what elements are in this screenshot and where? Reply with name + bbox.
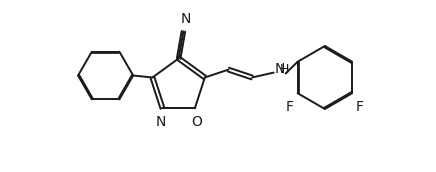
- Text: F: F: [356, 100, 364, 114]
- Text: N: N: [180, 12, 191, 26]
- Text: F: F: [286, 100, 294, 114]
- Text: O: O: [191, 115, 202, 129]
- Text: N: N: [275, 62, 285, 76]
- Text: H: H: [279, 63, 289, 76]
- Text: N: N: [155, 115, 166, 129]
